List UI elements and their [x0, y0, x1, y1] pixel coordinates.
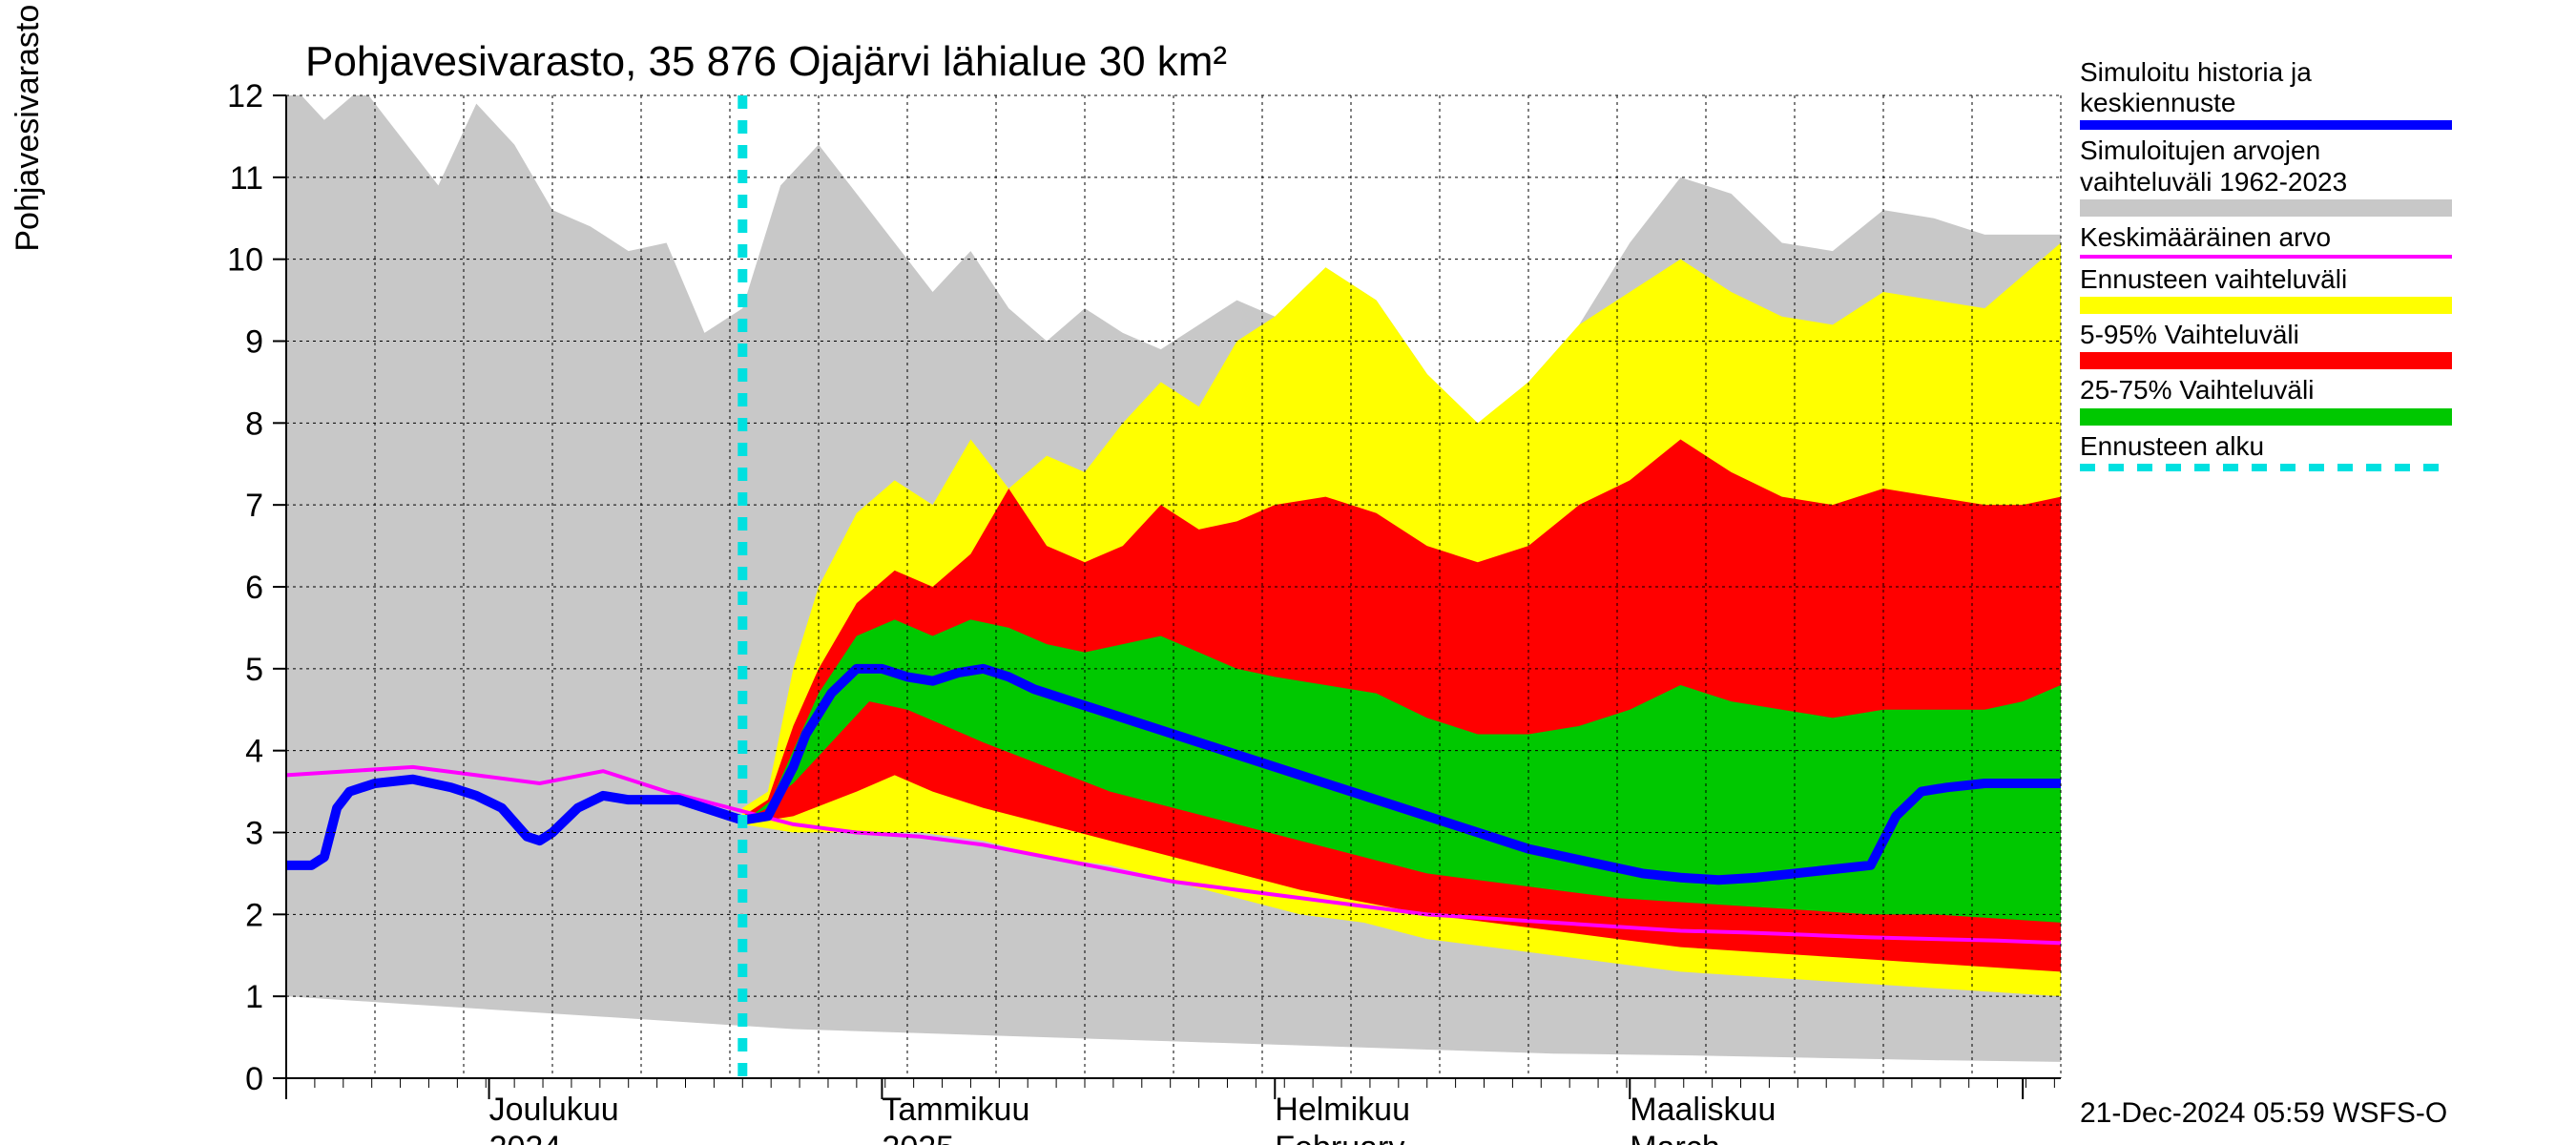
svg-text:9: 9 [245, 324, 263, 361]
legend-swatch [2080, 464, 2452, 471]
legend-label: Simuloitujen arvojen vaihteluväli 1962-2… [2080, 135, 2452, 197]
legend-swatch [2080, 408, 2452, 426]
legend-label: Keskimääräinen arvo [2080, 222, 2452, 253]
svg-text:10: 10 [227, 242, 263, 279]
svg-text:Maaliskuu: Maaliskuu [1630, 1092, 1776, 1128]
svg-text:6: 6 [245, 570, 263, 606]
legend-label: Simuloitu historia ja keskiennuste [2080, 57, 2452, 118]
svg-text:3: 3 [245, 816, 263, 852]
chart-container: Pohjavesivarasto / Groundwater storage m… [0, 0, 2576, 1145]
svg-text:February: February [1275, 1130, 1404, 1145]
legend-label: 5-95% Vaihteluväli [2080, 320, 2452, 350]
svg-text:8: 8 [245, 406, 263, 442]
svg-text:7: 7 [245, 488, 263, 524]
svg-text:0: 0 [245, 1061, 263, 1097]
svg-text:2: 2 [245, 897, 263, 933]
legend-swatch [2080, 297, 2452, 314]
svg-text:Joulukuu: Joulukuu [489, 1092, 619, 1128]
svg-text:Helmikuu: Helmikuu [1275, 1092, 1410, 1128]
legend-swatch [2080, 199, 2452, 217]
svg-text:2025: 2025 [882, 1130, 954, 1145]
legend-swatch [2080, 120, 2452, 130]
svg-text:1: 1 [245, 979, 263, 1015]
legend-swatch [2080, 255, 2452, 259]
svg-text:March: March [1630, 1130, 1719, 1145]
legend-label: Ennusteen alku [2080, 431, 2452, 462]
legend-entry: Keskimääräinen arvo [2080, 222, 2452, 259]
legend-entry: Ennusteen alku [2080, 431, 2452, 471]
svg-text:2024: 2024 [489, 1130, 562, 1145]
svg-text:4: 4 [245, 734, 263, 770]
svg-text:5: 5 [245, 652, 263, 688]
chart-footer: 21-Dec-2024 05:59 WSFS-O [2080, 1097, 2447, 1130]
legend-entry: Ennusteen vaihteluväli [2080, 264, 2452, 314]
legend-label: Ennusteen vaihteluväli [2080, 264, 2452, 295]
legend-entry: 25-75% Vaihteluväli [2080, 375, 2452, 425]
legend-entry: Simuloitu historia ja keskiennuste [2080, 57, 2452, 130]
legend-swatch [2080, 352, 2452, 369]
legend-entry: Simuloitujen arvojen vaihteluväli 1962-2… [2080, 135, 2452, 216]
svg-text:12: 12 [227, 78, 263, 114]
legend-entry: 5-95% Vaihteluväli [2080, 320, 2452, 369]
chart-legend: Simuloitu historia ja keskiennuste Simulo… [2080, 57, 2452, 477]
chart-title: Pohjavesivarasto, 35 876 Ojajärvi lähial… [305, 38, 1227, 86]
svg-text:11: 11 [230, 160, 263, 197]
y-axis-label: Pohjavesivarasto / Groundwater storage m… [10, 0, 47, 252]
legend-label: 25-75% Vaihteluväli [2080, 375, 2452, 406]
svg-text:Tammikuu: Tammikuu [882, 1092, 1029, 1128]
